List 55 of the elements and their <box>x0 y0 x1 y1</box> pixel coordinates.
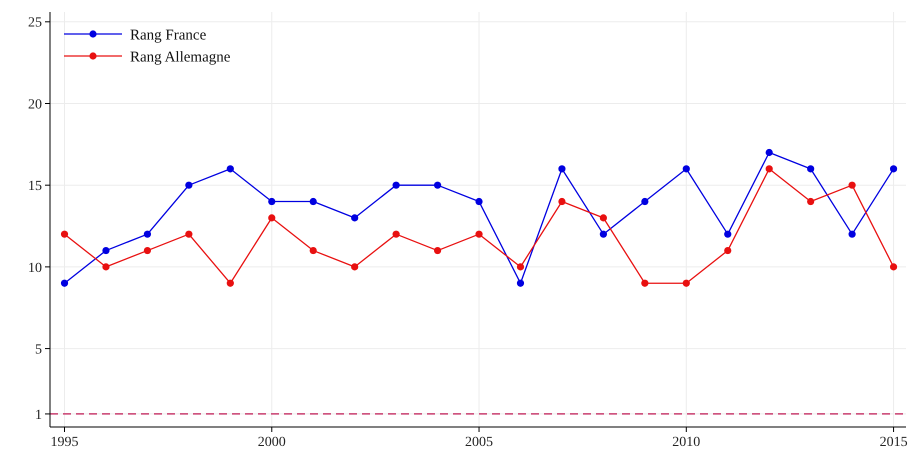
point <box>226 165 234 172</box>
x-tick-label: 1995 <box>50 435 79 450</box>
y-tick-label: 10 <box>28 260 42 276</box>
point <box>890 165 898 172</box>
point <box>475 198 483 206</box>
point <box>392 182 400 189</box>
point <box>268 214 276 222</box>
y-tick-label: 15 <box>28 179 42 194</box>
point <box>268 198 276 206</box>
legend-label: Rang France <box>130 27 207 44</box>
point <box>392 230 400 238</box>
point <box>144 230 152 238</box>
point <box>807 165 814 172</box>
y-tick-label: 25 <box>28 16 42 31</box>
point <box>102 246 110 254</box>
y-tick-label: 20 <box>28 97 42 112</box>
point <box>185 230 192 238</box>
point <box>144 246 152 254</box>
point <box>724 246 732 254</box>
point <box>516 263 524 270</box>
point <box>766 165 773 172</box>
point <box>185 182 192 189</box>
x-tick-label: 2005 <box>465 435 494 450</box>
point <box>848 230 856 238</box>
point <box>351 214 358 222</box>
point <box>226 280 234 287</box>
x-tick-label: 2010 <box>672 435 700 450</box>
point <box>807 198 814 206</box>
y-tick-label: 1 <box>35 408 42 423</box>
point <box>600 214 607 222</box>
point <box>434 182 442 189</box>
point <box>766 148 773 156</box>
point <box>310 246 317 254</box>
point <box>600 230 607 238</box>
point <box>682 280 690 287</box>
point <box>60 230 68 238</box>
point <box>848 182 856 189</box>
point <box>102 263 110 270</box>
point <box>890 263 898 270</box>
y-tick-label: 5 <box>35 342 42 358</box>
point <box>641 280 648 287</box>
point <box>558 165 566 172</box>
point <box>60 280 68 287</box>
x-tick-label: 2015 <box>880 435 908 450</box>
point <box>434 246 442 254</box>
point <box>558 198 566 206</box>
point <box>682 165 690 172</box>
x-tick-label: 2000 <box>258 435 286 450</box>
point <box>475 230 483 238</box>
point <box>641 198 648 206</box>
legend-label: Rang Allemagne <box>130 49 231 66</box>
point <box>724 230 732 238</box>
point <box>351 263 358 270</box>
point <box>516 280 524 287</box>
point <box>310 198 317 206</box>
